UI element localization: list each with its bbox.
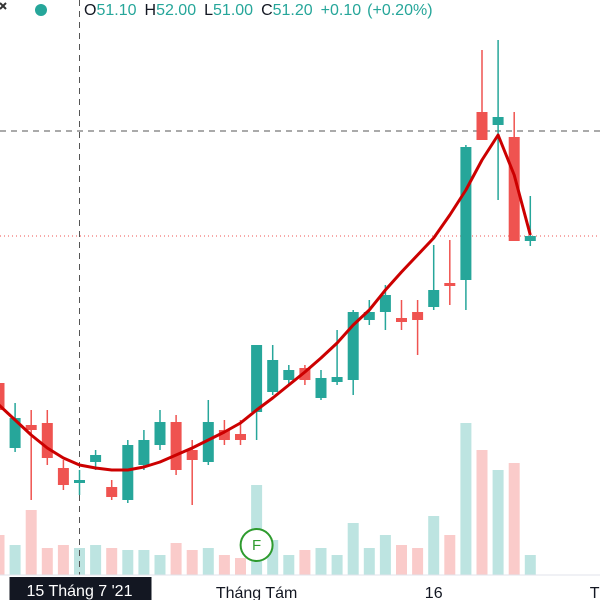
candle-body xyxy=(138,440,150,465)
volume-bar xyxy=(57,545,69,575)
legend-change-pct: (+0.20%) xyxy=(367,2,432,19)
candle-body xyxy=(363,312,375,320)
event-label: F xyxy=(252,537,261,554)
candle-body xyxy=(218,430,230,440)
volume-bar xyxy=(396,545,407,575)
x-tick-label: 16 xyxy=(425,585,443,600)
candle-body xyxy=(25,425,37,430)
candle-body xyxy=(186,450,198,460)
volume-bar xyxy=(283,555,295,575)
legend-key: L xyxy=(204,2,213,19)
candle-body xyxy=(331,377,343,382)
volume-bar xyxy=(218,555,230,575)
volume-bar xyxy=(460,423,472,575)
legend-value: 51.10 xyxy=(96,2,136,19)
candle-body xyxy=(41,423,53,458)
volume-bar xyxy=(186,550,198,575)
candle-body xyxy=(444,283,456,286)
candle-body xyxy=(508,137,520,241)
x-tick-label: 15 Tháng 7 '21 xyxy=(27,583,133,600)
volume-bar xyxy=(202,548,214,575)
candle-body xyxy=(412,312,424,320)
volume-bar xyxy=(428,516,440,575)
candle-body xyxy=(170,422,182,470)
candle-layer xyxy=(0,40,536,505)
candle-body xyxy=(74,480,85,483)
candle-body xyxy=(154,422,166,445)
candle-body xyxy=(90,455,102,462)
volume-bar xyxy=(524,555,536,575)
volume-bar xyxy=(90,545,102,575)
volume-bar xyxy=(444,535,456,575)
volume-bar xyxy=(170,543,182,575)
candle-body xyxy=(122,445,134,500)
candle-body xyxy=(267,360,279,392)
volume-bar xyxy=(0,535,5,575)
volume-bar xyxy=(492,470,504,575)
candle-body xyxy=(492,117,504,125)
volume-bar xyxy=(138,550,150,575)
volume-bar xyxy=(363,548,375,575)
candle-body xyxy=(106,487,118,497)
candle-body xyxy=(251,345,263,412)
volume-bar xyxy=(154,555,166,575)
volume-bar xyxy=(267,540,279,575)
candle-body xyxy=(315,378,327,398)
candle-body xyxy=(202,422,214,462)
x-tick-label: Tháng Tám xyxy=(216,585,298,600)
volume-bar xyxy=(106,548,118,575)
close-icon[interactable] xyxy=(0,2,7,10)
ohlc-legend: O51.10 H52.00 L51.00 C51.20 +0.10 (+0.20%) xyxy=(84,2,433,19)
overlay-layer: F xyxy=(0,133,532,562)
candle-body xyxy=(524,236,536,241)
x-tick-label: T xyxy=(590,585,600,600)
candle-body xyxy=(283,370,295,380)
candle-body xyxy=(299,368,311,380)
candle-body xyxy=(0,383,5,410)
candle-body xyxy=(396,318,407,322)
candle-body xyxy=(347,312,359,380)
volume-bar xyxy=(412,548,424,575)
volume-bar xyxy=(476,450,488,575)
volume-bar xyxy=(315,548,327,575)
candle-body xyxy=(57,468,69,485)
candle-body xyxy=(235,434,246,440)
legend-value: 51.20 xyxy=(273,2,313,19)
crosshair-x-label-box xyxy=(9,577,152,600)
legend-key: O xyxy=(84,2,96,19)
volume-bar xyxy=(25,510,37,575)
legend-key: C xyxy=(261,2,273,19)
candle-body xyxy=(460,147,472,280)
legend-key: H xyxy=(145,2,157,19)
volume-bar xyxy=(508,463,520,575)
moving-average xyxy=(0,133,532,472)
candle-body xyxy=(379,295,391,312)
guide-layer xyxy=(0,0,600,575)
volume-bar xyxy=(331,555,343,575)
legend-change: +0.10 xyxy=(321,2,362,19)
volume-bar xyxy=(9,545,21,575)
legend-value: 51.00 xyxy=(213,2,253,19)
candle-body xyxy=(476,112,488,140)
volume-bar xyxy=(347,523,359,575)
volume-bar xyxy=(235,558,246,575)
volume-bar xyxy=(122,550,134,575)
status-dot xyxy=(35,4,47,16)
volume-bar xyxy=(379,535,391,575)
legend-value: 52.00 xyxy=(156,2,196,19)
candle-body xyxy=(428,290,440,307)
event-marker xyxy=(239,528,274,562)
volume-bar xyxy=(299,550,311,575)
candle-body xyxy=(9,418,21,448)
volume-bar xyxy=(41,548,53,575)
